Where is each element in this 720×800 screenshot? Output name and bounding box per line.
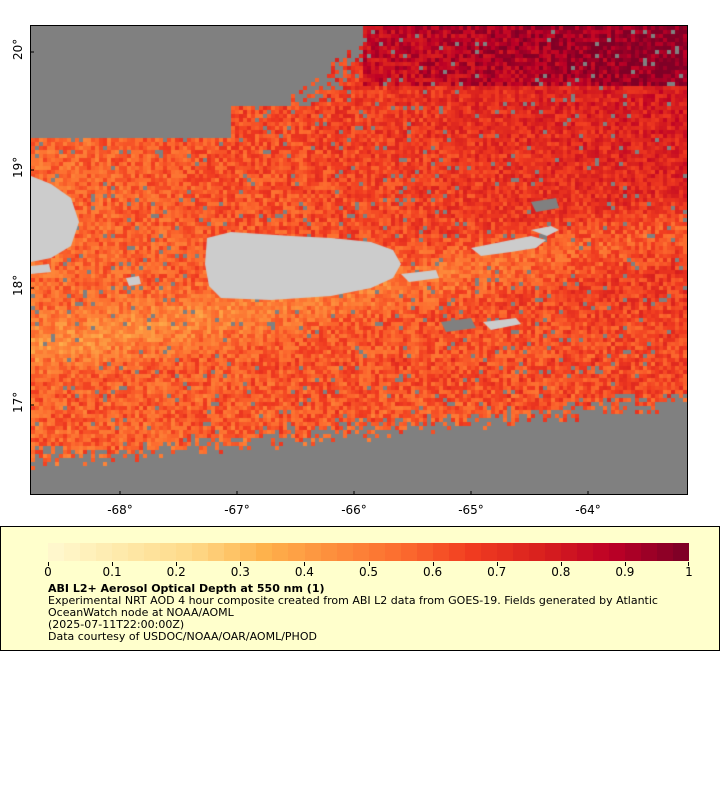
legend-description: Experimental NRT AOD 4 hour composite cr… (48, 594, 658, 619)
map-axes: 20° 19° 18° 17° -68° -67° -66° -65° -64° (11, 39, 601, 517)
colorbar (48, 543, 690, 561)
colorbar-label-0.1: 0.1 (102, 565, 122, 579)
legend-text: ABI L2+ Aerosol Optical Depth at 550 nm … (48, 583, 698, 643)
colorbar-label-0.7: 0.7 (487, 565, 507, 579)
lon-label-68: -68° (107, 503, 133, 517)
aod-raster-map (31, 26, 687, 494)
lat-label-19: 19° (11, 157, 25, 178)
legend-timestamp: (2025-07-11T22:00:00Z) (48, 618, 185, 631)
legend-panel: 0 0.1 0.2 0.3 0.4 0.5 0.6 0.7 0.8 0.9 1 … (0, 526, 720, 651)
lon-label-65: -65° (458, 503, 484, 517)
lat-label-18: 18° (11, 275, 25, 296)
colorbar-ticks: 0 0.1 0.2 0.3 0.4 0.5 0.6 0.7 0.8 0.9 1 (44, 562, 693, 582)
colorbar-label-0.4: 0.4 (294, 565, 314, 579)
lon-label-64: -64° (575, 503, 601, 517)
lat-label-20: 20° (11, 39, 25, 60)
map-panel (30, 25, 688, 495)
legend-title: ABI L2+ Aerosol Optical Depth at 550 nm … (48, 582, 325, 595)
colorbar-label-0.6: 0.6 (423, 565, 443, 579)
lon-label-66: -66° (341, 503, 367, 517)
colorbar-label-0.3: 0.3 (230, 565, 250, 579)
lon-label-67: -67° (224, 503, 250, 517)
colorbar-label-0: 0 (44, 565, 52, 579)
lat-axis: 20° 19° 18° 17° (11, 39, 34, 413)
colorbar-label-0.8: 0.8 (551, 565, 571, 579)
colorbar-label-0.5: 0.5 (358, 565, 379, 579)
colorbar-label-1: 1 (685, 565, 693, 579)
colorbar-label-0.2: 0.2 (166, 565, 186, 579)
legend-credit: Data courtesy of USDOC/NOAA/OAR/AOML/PHO… (48, 630, 317, 643)
colorbar-label-0.9: 0.9 (615, 565, 635, 579)
lat-label-17: 17° (11, 392, 25, 413)
lon-axis: -68° -67° -66° -65° -64° (107, 491, 601, 517)
